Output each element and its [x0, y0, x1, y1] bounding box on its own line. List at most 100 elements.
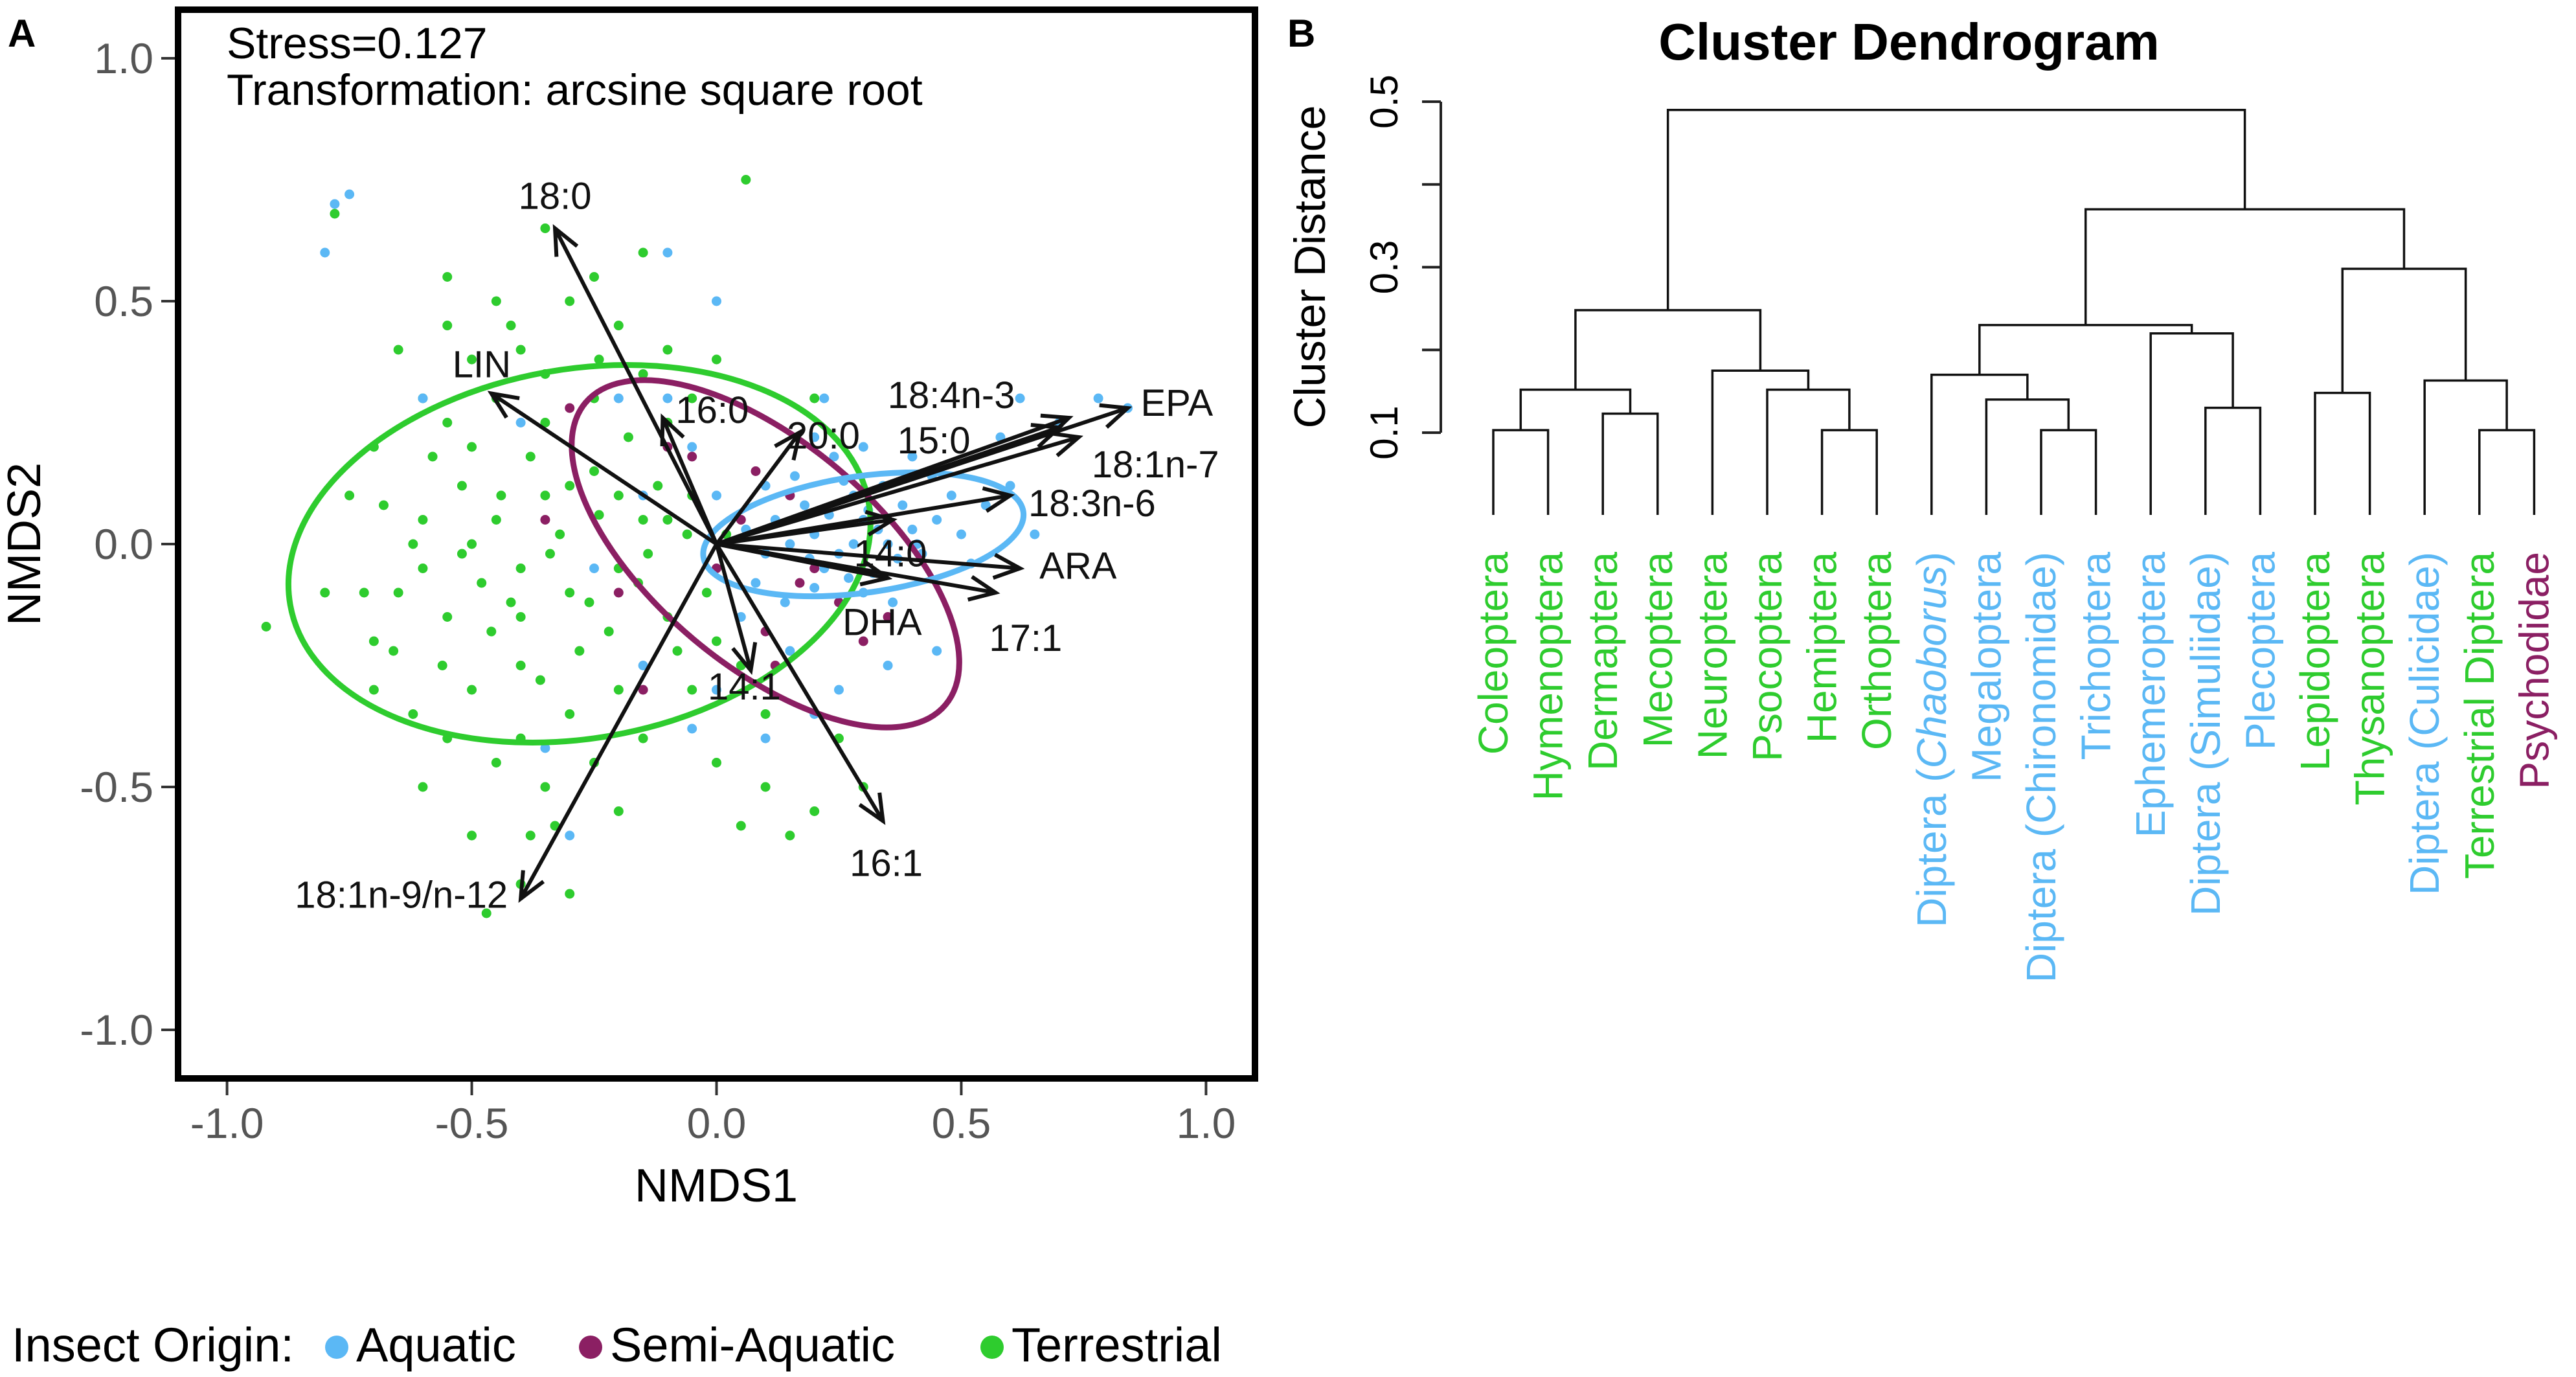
vector-arrowhead	[660, 413, 685, 447]
vector-arrowhead	[1050, 431, 1083, 457]
terrestrial-point	[408, 539, 418, 549]
aquatic-point	[589, 563, 600, 573]
vector-label: DHA	[842, 602, 922, 644]
dendrogram-branch	[2084, 208, 2406, 325]
terrestrial-point	[368, 685, 379, 695]
aquatic-point	[907, 525, 918, 534]
terrestrial-point	[540, 418, 550, 427]
terrestrial-point	[643, 549, 653, 559]
vector-label: EPA	[1140, 382, 1213, 424]
aquatic-point	[844, 573, 854, 583]
terrestrial-point	[442, 272, 453, 282]
aquatic-point	[712, 685, 721, 695]
vector-label: LIN	[453, 344, 511, 386]
leaf-label: Thysanoptera	[2347, 552, 2393, 806]
vector-arrow	[716, 518, 894, 546]
aquatic-point	[946, 490, 956, 501]
terrestrial-point	[613, 321, 624, 330]
vector-arrowhead	[859, 560, 893, 587]
y-tick-label: -0.5	[80, 763, 153, 811]
semi-aquatic-point	[751, 466, 761, 476]
dendrogram-y-tick-label: 0.3	[1362, 240, 1406, 294]
vector-arrowhead	[1030, 422, 1064, 449]
vector-arrow	[661, 416, 719, 545]
vector-arrow	[716, 426, 1060, 546]
terrestrial-point	[736, 821, 746, 831]
terrestrial-point	[809, 393, 820, 404]
aquatic-point	[687, 723, 697, 734]
dendrogram-branch	[2478, 429, 2536, 515]
terrestrial-point	[712, 636, 721, 646]
legend-title: Insect Origin:	[12, 1318, 294, 1372]
panel-b-label: B	[1287, 12, 1315, 55]
terrestrial-point	[653, 481, 663, 491]
vector-arrowhead	[552, 223, 579, 257]
dendrogram-branch	[2040, 429, 2097, 515]
dendrogram-title: Cluster Dendrogram	[1658, 13, 2159, 71]
aquatic-point	[330, 199, 340, 209]
terrestrial-point	[418, 563, 428, 573]
nmds-axes: -1.0 -0.5 0.0 0.5 1.0 -1.0 -0.5 0.0 0.5 1.0	[80, 34, 1236, 1147]
x-tick-label: -1.0	[190, 1099, 264, 1147]
vector-arrowhead	[731, 642, 758, 676]
terrestrial-point	[515, 661, 526, 670]
aquatic-point	[712, 490, 721, 501]
terrestrial-point	[378, 500, 389, 510]
terrestrial-point	[506, 321, 516, 330]
aquatic-point	[785, 646, 795, 656]
terrestrial-point	[496, 490, 506, 501]
vector-arrow	[716, 542, 888, 580]
terrestrial-point	[525, 451, 536, 462]
x-tick-label: 0.0	[687, 1099, 747, 1147]
dendrogram-branch	[2341, 267, 2467, 393]
aquatic-point	[540, 743, 550, 753]
leaf-label: Psocoptera	[1744, 552, 1791, 762]
terrestrial-point	[662, 515, 673, 525]
terrestrial-point	[555, 529, 565, 540]
terrestrial-point	[515, 563, 526, 573]
aquatic-point	[662, 247, 673, 258]
semi-aquatic-point	[687, 451, 697, 462]
legend-semi-aquatic-swatch	[579, 1336, 602, 1359]
dendrogram-branch	[1492, 429, 1550, 515]
dendrogram-branch	[1711, 369, 1810, 515]
dendrogram-y-tick-label: 0.5	[1362, 74, 1406, 128]
terrestrial-point	[442, 418, 453, 427]
terrestrial-point	[594, 354, 604, 365]
leaf-label: Dermaptera	[1579, 552, 1626, 771]
terrestrial-point	[594, 510, 604, 520]
terrestrial-point	[565, 709, 575, 719]
y-axis-title: NMDS2	[0, 462, 51, 626]
terrestrial-point	[613, 490, 624, 501]
y-tick-label: 1.0	[94, 34, 153, 82]
terrestrial-point	[712, 354, 721, 365]
dendrogram-branch	[2314, 391, 2371, 515]
vector-label: 14:1	[708, 666, 781, 708]
leaf-label: Trichoptera	[2073, 552, 2119, 760]
terrestrial-point	[442, 321, 453, 330]
vector-arrow	[715, 431, 802, 545]
dendrogram-y-axis-title: Cluster Distance	[1285, 106, 1335, 429]
aquatic-point	[565, 830, 575, 841]
terrestrial-point	[535, 675, 545, 685]
vector-arrowhead	[518, 870, 545, 903]
aquatic-point	[932, 515, 942, 525]
terrestrial-point	[540, 490, 550, 501]
aquatic-point	[789, 471, 800, 481]
aquatic-point	[1015, 393, 1025, 404]
aquatic-point	[883, 661, 893, 670]
terrestrial-point	[687, 393, 697, 404]
aquatic-point	[932, 646, 942, 656]
semi-aquatic-point	[565, 403, 575, 413]
semi-aquatic-point	[613, 587, 624, 598]
terrestrial-point	[491, 758, 501, 768]
aquatic-point	[418, 393, 428, 404]
leaf-label: Ephemeroptera	[2127, 552, 2174, 838]
terrestrial-point	[540, 223, 550, 233]
aquatic-point	[888, 597, 898, 608]
transformation-annotation: Transformation: arcsine square root	[227, 65, 923, 115]
nmds-vectors: 18:0 LIN 16:0 20:0 18:4n-3 EPA 15:0 18:1n-718:3…	[295, 176, 1219, 916]
dendrogram-branch	[2423, 379, 2508, 515]
terrestrial-point	[638, 515, 648, 525]
